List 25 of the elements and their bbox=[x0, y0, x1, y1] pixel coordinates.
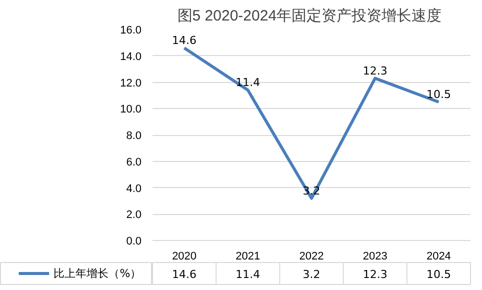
y-tick-label: 10.0 bbox=[120, 104, 142, 116]
y-tick-label: 4.0 bbox=[126, 182, 142, 195]
y-tick-label: 14.0 bbox=[120, 50, 142, 63]
x-tick-label: 2023 bbox=[362, 250, 388, 262]
y-tick-label: 0.0 bbox=[126, 236, 142, 248]
y-tick-label: 2.0 bbox=[126, 209, 142, 222]
data-label: 12.3 bbox=[362, 64, 388, 78]
y-tick-label: 6.0 bbox=[126, 156, 142, 168]
text: 12.3 bbox=[362, 268, 388, 281]
x-tick-label: 2021 bbox=[236, 250, 260, 262]
text: 14.6 bbox=[172, 268, 197, 281]
text: 3.2 bbox=[302, 268, 320, 281]
x-tick-label: 2020 bbox=[172, 250, 197, 262]
chart-title: 图5 2020-2024年固定资产投资增长速度 bbox=[177, 8, 442, 24]
legend-label: 比上年增长（%） bbox=[54, 267, 142, 280]
data-label: 14.6 bbox=[172, 34, 197, 47]
y-tick-label: 8.0 bbox=[126, 130, 142, 142]
text: 11.4 bbox=[236, 268, 260, 281]
x-tick-label: 2024 bbox=[426, 250, 451, 262]
data-label: 10.5 bbox=[426, 88, 451, 102]
text: 10.5 bbox=[426, 268, 451, 281]
y-tick-label: 12.0 bbox=[120, 77, 142, 90]
y-tick-label: 16.0 bbox=[120, 24, 142, 36]
x-tick-label: 2022 bbox=[299, 250, 324, 262]
data-label: 11.4 bbox=[236, 76, 260, 90]
